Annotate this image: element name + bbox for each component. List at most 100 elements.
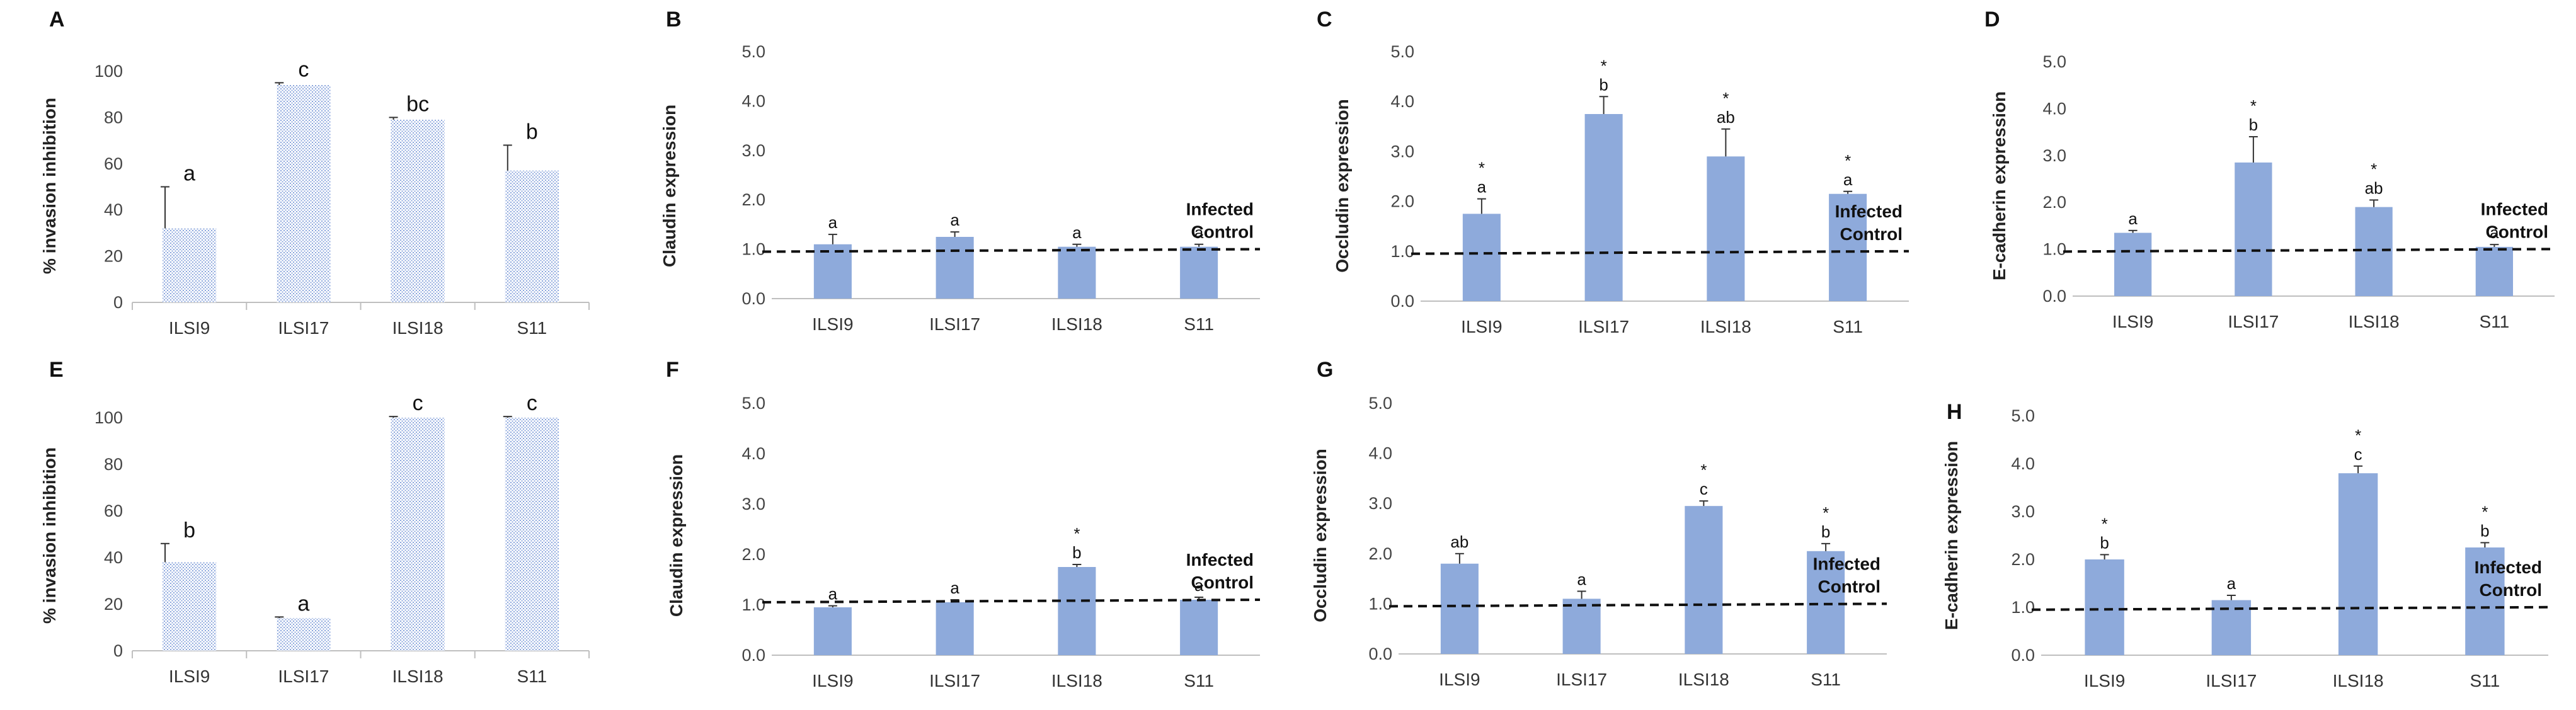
x-tick-label: S11 — [1184, 314, 1214, 334]
y-tick-label: 2.0 — [2011, 550, 2035, 569]
y-axis-label: E-cadherin expression — [1942, 441, 1961, 630]
y-tick-label: 3.0 — [741, 495, 765, 513]
reference-label: Control — [1191, 222, 1254, 242]
y-tick-label: 4.0 — [741, 91, 765, 110]
bar-ilsi9 — [163, 562, 217, 651]
x-tick-label: S11 — [517, 667, 547, 686]
x-tick-label: ILSI18 — [1700, 317, 1751, 336]
bar-s11 — [1829, 193, 1867, 301]
bar-ilsi17 — [936, 602, 974, 655]
bar-ilsi17 — [2235, 162, 2272, 296]
panel-letter: B — [666, 8, 682, 31]
x-tick-label: ILSI18 — [392, 667, 444, 686]
bar-s11 — [1180, 246, 1218, 299]
y-tick-label: 100 — [94, 62, 123, 81]
x-tick-label: ILSI18 — [1051, 314, 1102, 334]
reference-label: Control — [1818, 576, 1880, 596]
x-tick-label: ILSI9 — [2084, 671, 2125, 690]
y-tick-label: 0.0 — [1390, 292, 1414, 311]
y-tick-label: 60 — [104, 501, 123, 520]
significance-star: * — [2482, 502, 2488, 521]
significance-letter: b — [2480, 521, 2489, 540]
y-tick-label: 1.0 — [2042, 240, 2066, 259]
x-tick-label: ILSI18 — [1051, 671, 1102, 690]
significance-star: * — [1073, 524, 1080, 543]
significance-letter: a — [2128, 209, 2138, 228]
bar-ilsi18 — [1707, 156, 1745, 301]
bar-ilsi9 — [1462, 214, 1501, 301]
y-tick-label: 0.0 — [2042, 287, 2066, 306]
y-tick-label: 0.0 — [741, 289, 765, 308]
bar-ilsi17 — [1584, 114, 1623, 301]
x-tick-label: ILSI17 — [929, 671, 980, 690]
bar-ilsi18 — [391, 120, 445, 302]
bar-s11 — [1180, 600, 1218, 655]
bar-ilsi9 — [163, 228, 217, 302]
significance-star: * — [2250, 96, 2257, 115]
x-tick-label: S11 — [2480, 312, 2510, 331]
bar-ilsi18 — [1058, 567, 1096, 655]
significance-letter: ab — [1717, 108, 1735, 127]
panel-letter: E — [49, 358, 64, 382]
y-tick-label: 0.0 — [2011, 646, 2035, 665]
reference-label: Infected — [2475, 558, 2542, 577]
bar-ilsi18 — [1058, 246, 1096, 299]
y-axis-label: E-cadherin expression — [1989, 91, 2009, 280]
x-tick-label: ILSI17 — [278, 318, 329, 338]
x-tick-label: ILSI17 — [278, 667, 329, 686]
reference-label: Infected — [2481, 199, 2548, 219]
bar-ilsi18 — [1685, 506, 1723, 654]
x-tick-label: ILSI17 — [1556, 670, 1607, 689]
significance-letter: b — [1821, 522, 1830, 541]
significance-letter: c — [527, 391, 537, 415]
significance-letter: b — [1072, 543, 1081, 562]
reference-label: Control — [2485, 222, 2548, 241]
significance-star: * — [1601, 56, 1607, 75]
significance-letter: bc — [406, 92, 429, 116]
x-tick-label: S11 — [2470, 671, 2500, 690]
significance-star: * — [2102, 514, 2108, 533]
infected-control-line — [2063, 248, 2555, 253]
panel-letter: C — [1317, 8, 1332, 31]
x-tick-label: ILSI9 — [1439, 670, 1480, 689]
bar-ilsi17 — [277, 85, 331, 302]
y-tick-label: 5.0 — [741, 394, 765, 413]
x-tick-label: ILSI17 — [2228, 312, 2279, 331]
y-axis-label: Claudin expression — [660, 105, 679, 267]
bar-ilsi18 — [2355, 207, 2393, 296]
panel-letter: G — [1317, 358, 1333, 382]
y-tick-label: 3.0 — [2011, 502, 2035, 521]
panel-b: B Claudin expression 0.0 1.0 2.0 3.0 4.0 5.0 a IL… — [660, 8, 1261, 334]
x-tick-label: S11 — [1811, 670, 1841, 689]
significance-letter: b — [526, 120, 538, 144]
significance-letter: b — [1599, 75, 1608, 94]
y-tick-label: 5.0 — [2011, 406, 2035, 425]
y-tick-label: 3.0 — [1368, 494, 1392, 513]
reference-label: Infected — [1186, 550, 1254, 570]
bar-s11 — [505, 170, 559, 302]
bar-ilsi9 — [813, 607, 852, 655]
reference-label: Control — [1840, 224, 1903, 244]
x-tick-label: ILSI18 — [2349, 312, 2400, 331]
y-tick-label: 100 — [94, 408, 123, 427]
y-tick-label: 4.0 — [2011, 454, 2035, 473]
y-tick-label: 0.0 — [1368, 644, 1392, 663]
y-tick-label: 1.0 — [1368, 594, 1392, 613]
significance-letter: b — [2249, 115, 2258, 134]
significance-star: * — [2371, 159, 2377, 178]
bar-ilsi9 — [2114, 232, 2152, 296]
significance-letter: a — [1843, 170, 1853, 189]
bar-ilsi17 — [936, 237, 974, 299]
panel-letter: D — [1984, 8, 2000, 31]
panel-f: F Claudin expression 0.0 1.0 2.0 3.0 4.0 5.0 a IL… — [666, 358, 1261, 690]
y-tick-label: 1.0 — [2011, 598, 2035, 617]
x-tick-label: ILSI17 — [929, 314, 980, 334]
panel-d: D E-cadherin expression 0.0 1.0 2.0 3.0 4.0 5.0… — [1984, 8, 2555, 331]
significance-letter: b — [2100, 533, 2109, 552]
panel-letter: H — [1947, 400, 1962, 424]
x-tick-label: ILSI9 — [169, 318, 210, 338]
y-tick-label: 1.0 — [741, 240, 765, 259]
reference-label: Control — [2479, 580, 2542, 600]
significance-letter: b — [183, 518, 195, 542]
